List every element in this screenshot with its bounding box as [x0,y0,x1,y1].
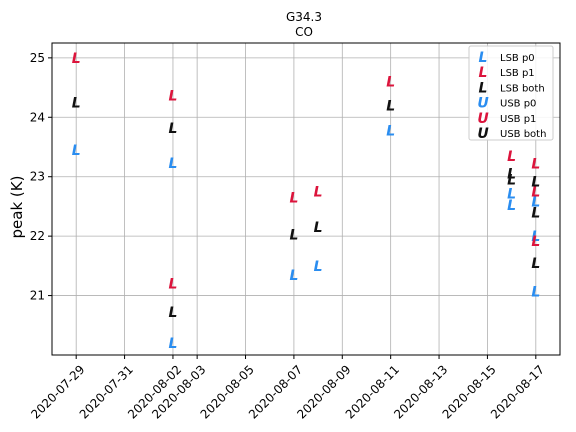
data-point: L [168,121,177,137]
legend-label: LSB p0 [500,53,535,64]
data-point: L [386,98,395,114]
data-point: L [289,191,298,207]
data-point: L [314,185,323,201]
data-point: L [72,143,81,159]
legend-marker: U [477,96,489,112]
data-point: L [507,149,516,165]
legend-marker: L [479,65,488,81]
legend-label: LSB both [500,83,545,94]
data-point: L [168,305,177,321]
legend-label: LSB p1 [500,68,535,79]
y-axis-label: peak (K) [8,176,26,239]
legend-marker: U [477,126,489,142]
data-point: L [314,220,323,236]
data-point: L [507,186,516,202]
data-point: L [314,259,323,275]
data-point: L [386,75,395,91]
data-point: L [531,256,540,272]
y-tick-label: 22 [30,229,45,243]
data-point: L [168,277,177,293]
data-point: L [531,284,540,300]
data-point: L [386,123,395,139]
legend-label: USB p1 [500,114,536,125]
data-point: L [531,205,540,221]
x-axis-ticks: 2020-07-292020-07-312020-08-022020-08-03… [28,355,547,422]
data-point: L [72,95,81,111]
y-axis-ticks: 21 22 23 24 25 [30,51,52,303]
data-point: L [507,173,516,189]
legend-marker: U [477,111,489,127]
y-tick-label: 23 [30,170,45,184]
data-point: L [531,174,540,190]
legend-label: USB both [500,129,546,140]
plot-frame [51,42,561,356]
legend: L LSB p0 L LSB p1 L LSB both U USB p0 U USB p1 U US… [468,45,554,142]
y-tick-label: 24 [30,110,45,124]
data-point: L [531,157,540,173]
data-point: L [168,336,177,352]
data-point: L [168,156,177,172]
legend-marker: L [479,80,488,96]
chart-subtitle: CO [295,25,313,39]
legend-label: USB p0 [500,99,536,110]
legend-box [468,45,554,141]
legend-marker: L [479,50,488,66]
chart-title: G34.3 [286,10,322,24]
data-point: L [72,51,81,67]
data-point: L [507,198,516,214]
data-point: L [289,227,298,243]
data-point: L [531,234,540,250]
data-point: L [531,185,540,201]
data-point: L [531,195,540,211]
y-tick-label: 21 [30,289,45,303]
data-point: L [168,88,177,104]
data-point: L [289,268,298,284]
data-point: L [507,167,516,183]
y-tick-label: 25 [30,51,45,65]
data-point: L [531,229,540,245]
